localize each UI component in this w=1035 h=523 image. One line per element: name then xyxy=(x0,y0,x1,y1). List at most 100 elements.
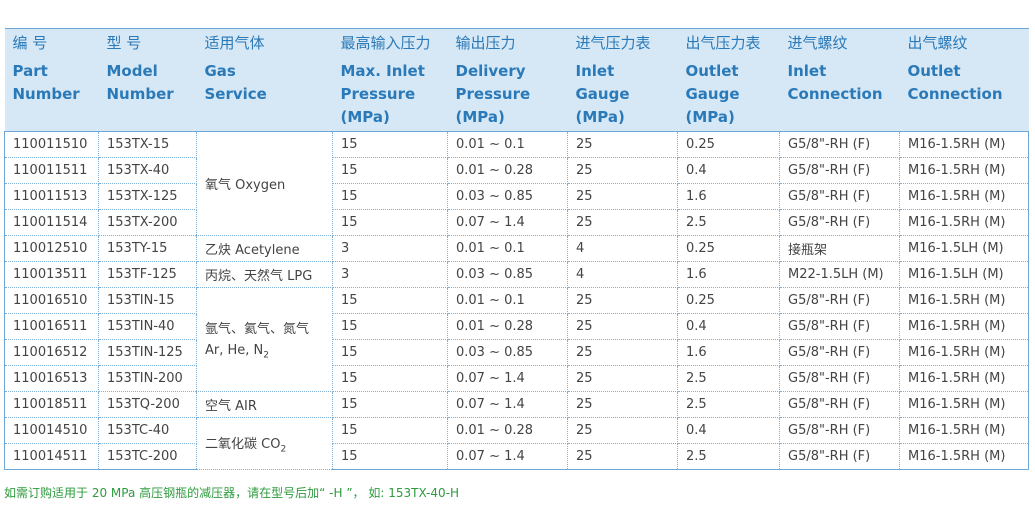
table-row: 110012510 153TY-15 乙炔 Acetylene 3 0.01 ~ 0.1… xyxy=(4,235,1029,262)
part-number-cell: 110016513 xyxy=(4,365,99,392)
header-zh-cell: 进气压力表 xyxy=(567,28,678,55)
table-row: 110013511 153TF-125 丙烷、天然气 LPG 3 0.03 ~ 0.85… xyxy=(4,261,1029,288)
delivery-pressure-cell: 0.01 ~ 0.28 xyxy=(447,417,568,444)
part-number-cell: 110013511 xyxy=(4,261,99,288)
inlet-connection-cell: G5/8"-RH (F) xyxy=(779,131,900,158)
inlet-connection-cell: G5/8"-RH (F) xyxy=(779,443,900,470)
header-en-cell: Inlet Gauge (MPa) xyxy=(567,55,678,132)
delivery-pressure-cell: 0.07 ~ 1.4 xyxy=(447,391,568,418)
gas-service-cell: 二氧化碳 CO2 xyxy=(196,417,333,470)
gas-label-text: 丙烷、天然气 LPG xyxy=(205,269,313,284)
outlet-connection-cell: M16-1.5RH (M) xyxy=(899,417,1029,444)
header-en-line: Pressure xyxy=(340,85,416,103)
header-en-line: (MPa) xyxy=(685,108,735,126)
inlet-connection-cell: 接瓶架 xyxy=(779,235,900,262)
model-number-cell: 153TIN-15 xyxy=(98,287,197,314)
header-zh-cell: 进气螺纹 xyxy=(779,28,900,55)
model-number-cell: 153TIN-40 xyxy=(98,313,197,340)
delivery-pressure-cell: 0.01 ~ 0.28 xyxy=(447,157,568,184)
gas-label-line: Ar, He, N2 xyxy=(205,343,324,361)
header-en-cell: Delivery Pressure (MPa) xyxy=(447,55,568,132)
outlet-connection-cell: M16-1.5RH (M) xyxy=(899,287,1029,314)
part-number-cell: 110012510 xyxy=(4,235,99,262)
table-row: 110018511 153TQ-200 空气 AIR 15 0.07 ~ 1.4 25 2.… xyxy=(4,391,1029,418)
header-en-cell: Part Number xyxy=(4,55,99,132)
header-en-line: Gauge xyxy=(685,85,740,103)
gas-label-text: 空气 AIR xyxy=(205,399,257,414)
header-en-line: (MPa) xyxy=(455,108,505,126)
delivery-pressure-cell: 0.07 ~ 1.4 xyxy=(447,209,568,236)
gas-label-subscript: 2 xyxy=(280,444,287,455)
inlet-connection-cell: G5/8"-RH (F) xyxy=(779,339,900,366)
delivery-pressure-cell: 0.03 ~ 0.85 xyxy=(447,261,568,288)
header-row-chinese: 编 号型 号适用气体 最高输入压力 输出压力 进气压力表 出气压力表 进气螺纹 出气螺纹 xyxy=(4,28,1029,55)
header-en-line: Connection xyxy=(907,85,1003,103)
model-number-cell: 153TY-15 xyxy=(98,235,197,262)
delivery-pressure-cell: 0.01 ~ 0.1 xyxy=(447,131,568,158)
header-en-line: Model xyxy=(106,62,158,80)
header-en-line: Max. Inlet xyxy=(340,62,425,80)
inlet-connection-cell: G5/8"-RH (F) xyxy=(779,391,900,418)
gas-service-cell: 乙炔 Acetylene xyxy=(196,235,333,262)
inlet-connection-cell: G5/8"-RH (F) xyxy=(779,365,900,392)
model-number-cell: 153TX-40 xyxy=(98,157,197,184)
table-row: 110016513 153TIN-200 15 0.07 ~ 1.4 25 2.5 G5/8… xyxy=(4,365,1029,392)
delivery-pressure-cell: 0.01 ~ 0.28 xyxy=(447,313,568,340)
header-en-line: Pressure xyxy=(455,85,531,103)
header-en-line: Connection xyxy=(787,85,883,103)
inlet-gauge-cell: 25 xyxy=(567,131,678,158)
outlet-gauge-cell: 2.5 xyxy=(677,443,780,470)
table-row: 110016510 153TIN-15 氩气、氦气、氮气 Ar, He, N2 15 0.… xyxy=(4,287,1029,392)
model-number-cell: 153TIN-125 xyxy=(98,339,197,366)
max-inlet-pressure-cell: 15 xyxy=(332,183,448,210)
outlet-gauge-cell: 0.25 xyxy=(677,235,780,262)
header-zh-cell: 出气螺纹 xyxy=(899,28,1029,55)
outlet-connection-cell: M16-1.5RH (M) xyxy=(899,339,1029,366)
header-en-line: Outlet xyxy=(907,62,961,80)
inlet-gauge-cell: 25 xyxy=(567,157,678,184)
outlet-connection-cell: M16-1.5LH (M) xyxy=(899,261,1029,288)
model-number-cell: 153TC-40 xyxy=(98,417,197,444)
outlet-gauge-cell: 1.6 xyxy=(677,183,780,210)
max-inlet-pressure-cell: 15 xyxy=(332,131,448,158)
model-number-cell: 153TQ-200 xyxy=(98,391,197,418)
ordering-note: 如需订购适用于 20 MPa 高压钢瓶的减压器，请在型号后加“ -H ”， 如:… xyxy=(4,486,460,500)
header-en-cell: Outlet Connection xyxy=(899,55,1029,132)
inlet-gauge-cell: 4 xyxy=(567,235,678,262)
inlet-gauge-cell: 25 xyxy=(567,313,678,340)
header-en-line: Number xyxy=(106,85,174,103)
table-row: 110011513 153TX-125 15 0.03 ~ 0.85 25 1.6 G5/8… xyxy=(4,183,1029,210)
inlet-connection-cell: G5/8"-RH (F) xyxy=(779,313,900,340)
part-number-cell: 110014510 xyxy=(4,417,99,444)
inlet-connection-cell: G5/8"-RH (F) xyxy=(779,417,900,444)
header-en-line: Inlet xyxy=(575,62,615,80)
delivery-pressure-cell: 0.07 ~ 1.4 xyxy=(447,365,568,392)
max-inlet-pressure-cell: 15 xyxy=(332,287,448,314)
inlet-gauge-cell: 25 xyxy=(567,183,678,210)
part-number-cell: 110016512 xyxy=(4,339,99,366)
part-number-cell: 110011510 xyxy=(4,131,99,158)
inlet-gauge-cell: 4 xyxy=(567,261,678,288)
header-en-line: Delivery xyxy=(455,62,526,80)
max-inlet-pressure-cell: 15 xyxy=(332,313,448,340)
gas-service-cell: 丙烷、天然气 LPG xyxy=(196,261,333,288)
inlet-gauge-cell: 25 xyxy=(567,209,678,236)
model-number-cell: 153TX-15 xyxy=(98,131,197,158)
inlet-connection-cell: G5/8"-RH (F) xyxy=(779,209,900,236)
outlet-gauge-cell: 1.6 xyxy=(677,261,780,288)
inlet-gauge-cell: 25 xyxy=(567,287,678,314)
spec-table-wrapper: 编 号型 号适用气体 最高输入压力 输出压力 进气压力表 出气压力表 进气螺纹 出气螺纹 P… xyxy=(4,28,1029,470)
delivery-pressure-cell: 0.07 ~ 1.4 xyxy=(447,443,568,470)
inlet-gauge-cell: 25 xyxy=(567,443,678,470)
outlet-gauge-cell: 0.4 xyxy=(677,313,780,340)
table-body: 110011510 153TX-15 氧气 Oxygen 15 0.01 ~ 0.1 25… xyxy=(4,131,1029,470)
part-number-cell: 110011511 xyxy=(4,157,99,184)
model-number-cell: 153TF-125 xyxy=(98,261,197,288)
header-en-line: Inlet xyxy=(787,62,827,80)
part-number-cell: 110016510 xyxy=(4,287,99,314)
gas-service-cell: 氧气 Oxygen xyxy=(196,131,333,236)
max-inlet-pressure-cell: 15 xyxy=(332,417,448,444)
inlet-gauge-cell: 25 xyxy=(567,391,678,418)
model-number-cell: 153TIN-200 xyxy=(98,365,197,392)
outlet-connection-cell: M16-1.5RH (M) xyxy=(899,313,1029,340)
